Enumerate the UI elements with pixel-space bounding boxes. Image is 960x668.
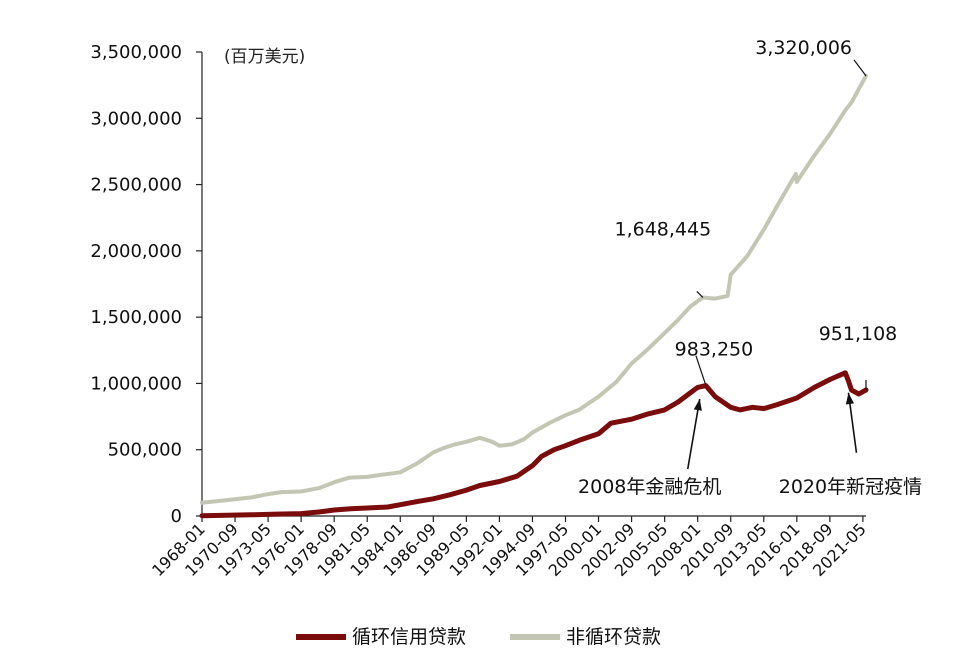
x-ticks: 1968-011970-091973-051976-011978-091981-… (148, 516, 870, 580)
annotation-layer: 3,320,006 1,648,445 983,250 951,108 2008年金融危… (578, 37, 922, 498)
series-line-nonrevolving (200, 73, 868, 505)
y-tick-label: 500,000 (108, 440, 182, 461)
y-tick-label: 0 (171, 506, 182, 527)
legend-label-revolving: 循环信用贷款 (352, 626, 466, 648)
series-layer (199, 73, 869, 519)
annotation-revolving-2008-leader (695, 355, 707, 386)
series-line-revolving (199, 370, 869, 519)
legend-label-nonrevolving: 非循环贷款 (566, 626, 661, 648)
annotation-gfc-2008-arrow (686, 398, 701, 470)
y-tick-label: 2,500,000 (90, 175, 182, 196)
axes (201, 52, 866, 517)
y-tick-label: 3,000,000 (90, 108, 182, 129)
y-tick-label: 1,000,000 (90, 373, 182, 394)
annotation-nonrevolving-latest-leader (853, 59, 867, 77)
annotation-revolving-latest: 951,108 (819, 323, 898, 345)
unit-label: (百万美元) (224, 47, 305, 67)
y-tick-label: 1,500,000 (90, 307, 182, 328)
annotation-nonrevolving-2008-leader (696, 291, 704, 298)
y-ticks: 0 500,000 1,000,000 1,500,000 2,000,000 2,500… (90, 42, 202, 527)
annotation-revolving-2008: 983,250 (675, 339, 754, 361)
annotation-covid-2020-arrowhead (845, 392, 855, 405)
y-tick-label: 3,500,000 (90, 42, 182, 63)
annotation-gfc-2008: 2008年金融危机 (578, 476, 721, 498)
annotation-nonrevolving-latest: 3,320,006 (755, 37, 852, 59)
y-tick-label: 2,000,000 (90, 241, 182, 262)
annotation-covid-2020: 2020年新冠疫情 (779, 476, 922, 498)
annotation-nonrevolving-2008: 1,648,445 (614, 218, 711, 240)
legend: 循环信用贷款 非循环贷款 (296, 626, 661, 648)
annotation-gfc-2008-arrowhead (693, 398, 702, 411)
